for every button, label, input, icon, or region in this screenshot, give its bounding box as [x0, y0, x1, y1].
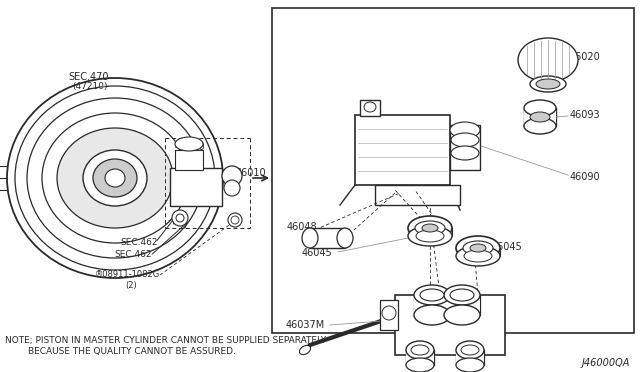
Ellipse shape: [451, 133, 479, 147]
Ellipse shape: [530, 76, 566, 92]
Ellipse shape: [337, 228, 353, 248]
Ellipse shape: [408, 226, 452, 246]
Ellipse shape: [451, 146, 479, 160]
Ellipse shape: [463, 241, 493, 255]
Ellipse shape: [461, 345, 479, 355]
Bar: [310, 228, 345, 248]
Ellipse shape: [414, 285, 450, 305]
Ellipse shape: [57, 128, 173, 228]
Text: SEC.462: SEC.462: [114, 250, 152, 259]
Bar: [175, 150, 203, 170]
Text: SEC.462: SEC.462: [120, 238, 157, 247]
Ellipse shape: [7, 78, 223, 278]
Ellipse shape: [456, 236, 500, 260]
Ellipse shape: [416, 230, 444, 242]
Ellipse shape: [444, 305, 480, 325]
Ellipse shape: [176, 214, 184, 222]
Ellipse shape: [175, 137, 203, 151]
Text: 46093: 46093: [570, 110, 600, 120]
Ellipse shape: [530, 112, 550, 122]
Ellipse shape: [15, 86, 215, 270]
Ellipse shape: [411, 345, 429, 355]
Ellipse shape: [536, 79, 560, 89]
Ellipse shape: [302, 228, 318, 248]
Ellipse shape: [93, 159, 137, 197]
Bar: [272, 8, 634, 333]
Bar: [408, 228, 452, 236]
Ellipse shape: [524, 100, 556, 116]
Ellipse shape: [444, 285, 480, 305]
Ellipse shape: [408, 216, 452, 240]
Ellipse shape: [414, 305, 450, 325]
Ellipse shape: [464, 250, 492, 262]
Ellipse shape: [364, 102, 376, 112]
Ellipse shape: [406, 358, 434, 372]
Ellipse shape: [450, 289, 474, 301]
Ellipse shape: [83, 150, 147, 206]
Text: (2): (2): [125, 281, 137, 290]
Ellipse shape: [415, 221, 445, 235]
Ellipse shape: [470, 244, 486, 252]
Text: ®08911-1082G: ®08911-1082G: [95, 270, 160, 279]
Bar: [375, 185, 460, 205]
Text: (47210): (47210): [72, 82, 108, 91]
Ellipse shape: [222, 166, 242, 186]
Text: 46048: 46048: [287, 222, 317, 232]
Text: 46090: 46090: [570, 172, 600, 182]
Ellipse shape: [422, 224, 438, 232]
Ellipse shape: [382, 306, 396, 320]
Ellipse shape: [456, 246, 500, 266]
Ellipse shape: [42, 113, 188, 243]
Bar: [360, 100, 380, 116]
Text: BECAUSE THE QUALITY CANNOT BE ASSURED.: BECAUSE THE QUALITY CANNOT BE ASSURED.: [5, 347, 236, 356]
Ellipse shape: [456, 358, 484, 372]
Text: 46037M: 46037M: [286, 320, 325, 330]
Bar: [355, 115, 450, 185]
Ellipse shape: [518, 38, 578, 82]
Text: NOTE; PISTON IN MASTER CYLINDER CANNOT BE SUPPLIED SEPARATELY: NOTE; PISTON IN MASTER CYLINDER CANNOT B…: [5, 336, 326, 345]
Ellipse shape: [228, 213, 242, 227]
Text: 46020: 46020: [570, 52, 601, 62]
Ellipse shape: [224, 180, 240, 196]
Text: SEC.470: SEC.470: [68, 72, 109, 82]
Ellipse shape: [524, 118, 556, 134]
Bar: [414, 295, 450, 315]
Bar: [395, 295, 505, 355]
Ellipse shape: [105, 169, 125, 187]
Ellipse shape: [450, 122, 480, 138]
Ellipse shape: [406, 341, 434, 359]
Bar: [524, 108, 556, 126]
Text: 46010: 46010: [236, 168, 267, 178]
Bar: [450, 125, 480, 170]
Ellipse shape: [420, 289, 444, 301]
Ellipse shape: [300, 346, 310, 355]
Bar: [406, 350, 434, 365]
Text: J46000QA: J46000QA: [582, 358, 630, 368]
Bar: [380, 300, 398, 330]
Text: 46045: 46045: [302, 248, 333, 258]
Bar: [444, 295, 480, 315]
Bar: [456, 350, 484, 365]
Bar: [170, 168, 222, 206]
Ellipse shape: [231, 216, 239, 224]
Ellipse shape: [456, 341, 484, 359]
Ellipse shape: [27, 98, 203, 258]
Bar: [456, 248, 500, 256]
Ellipse shape: [172, 210, 188, 226]
Text: 46045: 46045: [492, 242, 523, 252]
Text: 46010: 46010: [175, 142, 205, 152]
